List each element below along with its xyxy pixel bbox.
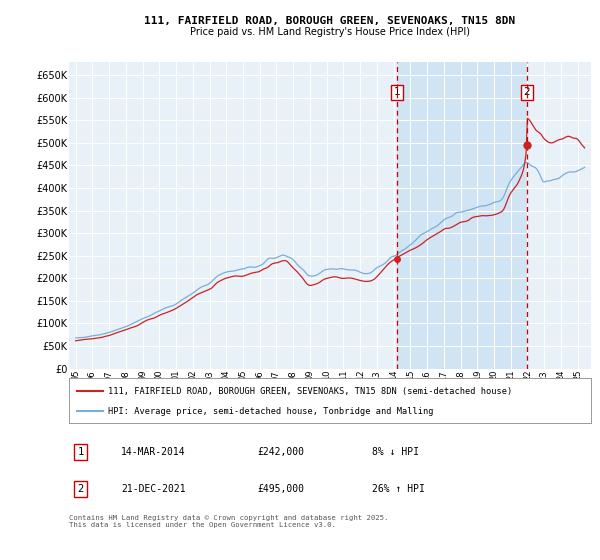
Text: 1: 1 [394, 87, 400, 97]
Text: 14-MAR-2014: 14-MAR-2014 [121, 447, 186, 458]
Text: HPI: Average price, semi-detached house, Tonbridge and Malling: HPI: Average price, semi-detached house,… [108, 407, 434, 416]
Text: 8% ↓ HPI: 8% ↓ HPI [372, 447, 419, 458]
Text: Contains HM Land Registry data © Crown copyright and database right 2025.
This d: Contains HM Land Registry data © Crown c… [69, 515, 388, 528]
Bar [397, 62, 527, 368]
Text: £495,000: £495,000 [257, 484, 304, 494]
Text: £242,000: £242,000 [257, 447, 304, 458]
Text: Price paid vs. HM Land Registry's House Price Index (HPI): Price paid vs. HM Land Registry's House … [190, 27, 470, 37]
Text: 21-DEC-2021: 21-DEC-2021 [121, 484, 186, 494]
Text: 1: 1 [77, 447, 83, 458]
Text: 111, FAIRFIELD ROAD, BOROUGH GREEN, SEVENOAKS, TN15 8DN (semi-detached house): 111, FAIRFIELD ROAD, BOROUGH GREEN, SEVE… [108, 387, 512, 396]
Text: 111, FAIRFIELD ROAD, BOROUGH GREEN, SEVENOAKS, TN15 8DN: 111, FAIRFIELD ROAD, BOROUGH GREEN, SEVE… [145, 16, 515, 26]
Text: 26% ↑ HPI: 26% ↑ HPI [372, 484, 425, 494]
Text: 2: 2 [77, 484, 83, 494]
Text: 2: 2 [524, 87, 530, 97]
